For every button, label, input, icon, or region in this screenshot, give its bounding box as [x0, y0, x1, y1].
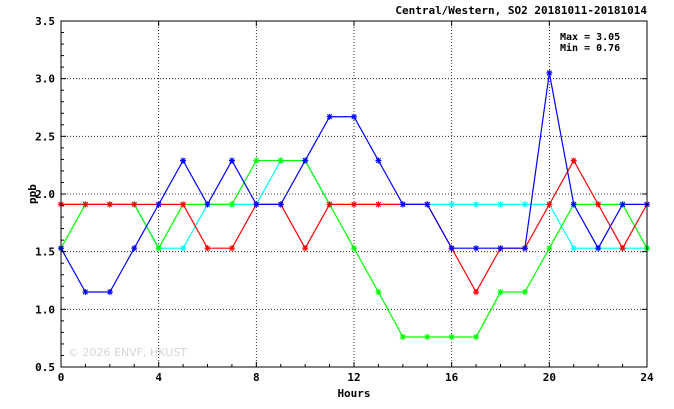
data-point — [180, 157, 187, 164]
min-label: Min = 0.76 — [560, 42, 620, 54]
max-label: Max = 3.05 — [560, 32, 620, 43]
data-point — [399, 201, 406, 208]
data-point — [155, 245, 162, 252]
y-tick-label: 2.0 — [35, 188, 55, 201]
data-point — [399, 334, 406, 341]
data-point — [570, 245, 577, 252]
data-point — [351, 245, 357, 252]
x-tick-label: 4 — [155, 371, 162, 384]
data-point — [497, 245, 504, 252]
y-axis-label: ppb — [26, 184, 39, 204]
data-point — [277, 201, 284, 208]
data-point — [448, 245, 455, 252]
data-point — [473, 289, 480, 296]
data-point — [497, 201, 504, 208]
x-tick-label: 16 — [445, 371, 459, 384]
data-point — [351, 113, 357, 120]
data-point — [302, 157, 309, 164]
data-point — [424, 201, 431, 208]
series-4 — [58, 69, 650, 296]
y-tick-label: 0.5 — [35, 361, 55, 374]
data-point — [106, 289, 113, 296]
data-point — [351, 201, 357, 208]
data-point — [253, 157, 260, 164]
data-point — [82, 289, 89, 296]
chart-title: Central/Western, SO2 20181011-20181014 — [395, 4, 647, 17]
y-tick-label: 1.5 — [35, 246, 55, 259]
x-axis-label: Hours — [337, 387, 370, 400]
x-tick-label: 8 — [253, 371, 260, 384]
y-tick-label: 3.5 — [35, 15, 55, 28]
data-point — [253, 201, 260, 208]
data-point — [473, 334, 480, 341]
data-point — [595, 201, 602, 208]
data-point — [448, 201, 455, 208]
data-point — [302, 245, 309, 252]
data-point — [180, 245, 187, 252]
data-point — [204, 245, 211, 252]
data-point — [521, 289, 528, 296]
x-tick-label: 20 — [543, 371, 556, 384]
x-tick-label: 24 — [640, 371, 654, 384]
data-point — [497, 289, 504, 296]
y-tick-label: 2.5 — [35, 130, 55, 143]
data-point — [228, 201, 235, 208]
data-point — [619, 245, 626, 252]
data-point — [375, 289, 382, 296]
data-point — [521, 201, 528, 208]
data-point — [204, 201, 211, 208]
data-point — [228, 245, 235, 252]
data-point — [546, 245, 553, 252]
data-point — [570, 157, 577, 164]
series-layer — [58, 69, 650, 341]
data-point — [131, 201, 138, 208]
data-point — [82, 201, 89, 208]
watermark: © 2026 ENVF, HKUST — [68, 346, 187, 359]
grid-lines — [61, 21, 647, 367]
data-point — [106, 201, 113, 208]
data-point — [619, 201, 626, 208]
y-tick-label: 3.0 — [35, 73, 55, 86]
data-point — [570, 201, 577, 208]
data-point — [326, 113, 333, 120]
x-tick-label: 12 — [347, 371, 360, 384]
data-point — [155, 201, 162, 208]
data-point — [424, 334, 431, 341]
data-point — [228, 157, 235, 164]
data-point — [473, 245, 480, 252]
data-point — [448, 334, 455, 341]
data-point — [326, 201, 333, 208]
data-point — [277, 157, 284, 164]
data-point — [473, 201, 480, 208]
data-point — [546, 201, 553, 208]
data-point — [375, 201, 382, 208]
x-tick-label: 0 — [58, 371, 65, 384]
data-point — [546, 69, 553, 76]
data-point — [595, 245, 602, 252]
data-point — [180, 201, 187, 208]
data-point — [131, 245, 138, 252]
data-point — [375, 157, 382, 164]
y-tick-label: 1.0 — [35, 303, 55, 316]
data-point — [521, 245, 528, 252]
tick-layer: 0 4 8 12 16 20 24 0.5 1.0 1.5 2.0 2.5 3.0 3.5 — [35, 15, 654, 384]
